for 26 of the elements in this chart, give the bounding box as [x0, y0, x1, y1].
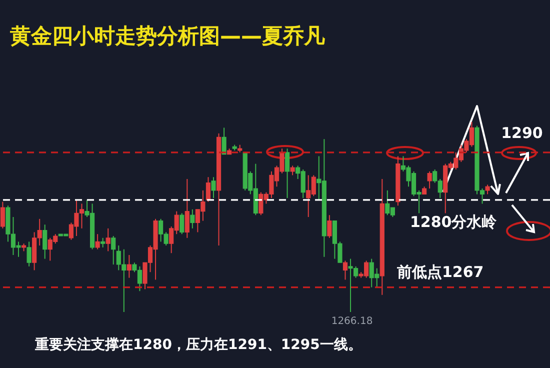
candlestick	[427, 170, 432, 189]
candlestick	[106, 228, 110, 252]
candlestick	[180, 212, 184, 235]
text: 1266.18	[331, 316, 373, 327]
candlestick	[26, 241, 32, 267]
candlestick	[284, 148, 290, 198]
candlestick	[111, 236, 116, 265]
text: 重要关注支撑在1280，压力在1291、1295一线。	[34, 336, 362, 353]
candlestick	[327, 214, 332, 238]
text: 1290	[501, 124, 543, 142]
chart-title: 黄金四小时走势分析图——夏乔凡	[9, 24, 325, 48]
candlestick	[100, 237, 106, 248]
candlestick	[342, 260, 348, 280]
candlestick	[211, 176, 216, 198]
candlestick	[95, 234, 100, 250]
candlestick	[126, 254, 132, 278]
annotation: 1280分水岭	[410, 213, 498, 231]
candlestick	[0, 201, 5, 229]
candlestick	[42, 224, 48, 260]
candlestick	[190, 208, 195, 229]
candlestick	[184, 178, 190, 238]
candlestick	[485, 184, 490, 195]
candlestick	[222, 127, 226, 155]
annotation: 前低点1267	[396, 263, 484, 281]
candlestick	[290, 165, 295, 176]
candlestick	[206, 176, 211, 202]
